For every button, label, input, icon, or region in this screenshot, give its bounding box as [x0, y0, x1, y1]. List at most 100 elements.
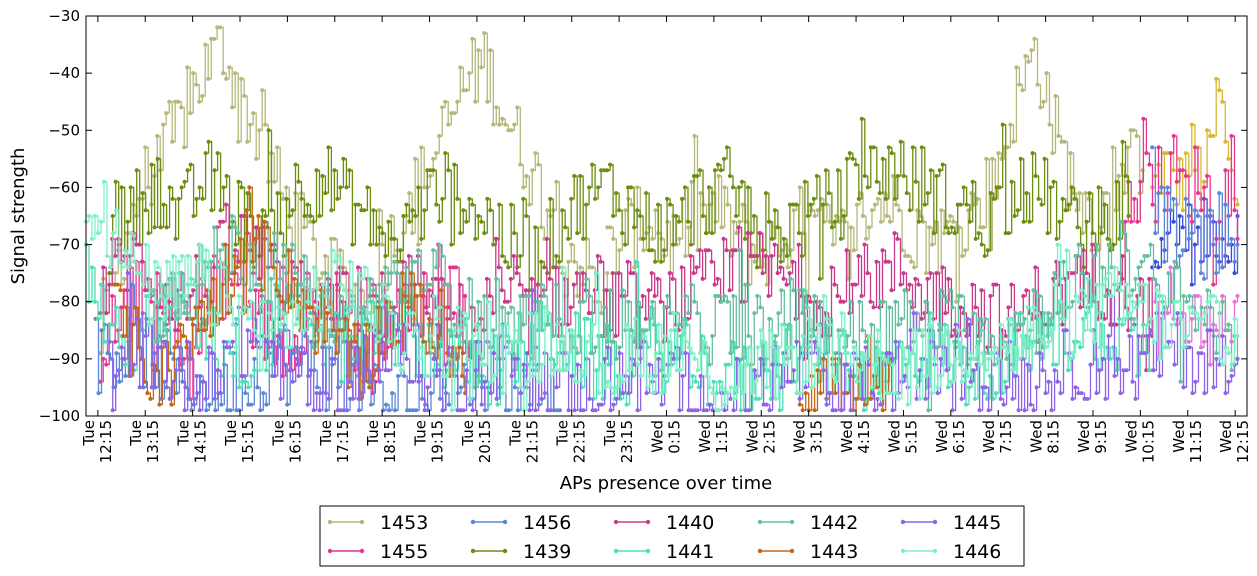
data-point — [956, 294, 961, 298]
data-point — [647, 374, 652, 378]
data-point — [332, 356, 337, 361]
data-point — [1187, 345, 1192, 350]
data-point — [1046, 339, 1051, 344]
data-point — [1001, 402, 1006, 407]
data-point — [269, 339, 274, 344]
data-point — [962, 328, 967, 333]
data-point — [1046, 379, 1051, 384]
legend-label: 1446 — [953, 541, 1001, 563]
data-point — [319, 288, 324, 293]
data-point — [427, 316, 432, 321]
data-point — [338, 248, 343, 253]
data-point — [407, 191, 412, 196]
data-point — [1116, 174, 1121, 178]
data-point — [419, 345, 424, 350]
data-point — [983, 368, 988, 373]
data-point — [788, 345, 793, 350]
data-point — [1157, 374, 1162, 378]
data-point — [683, 294, 688, 298]
data-point — [1010, 368, 1015, 373]
data-point — [206, 311, 211, 316]
data-point — [405, 408, 410, 413]
data-point — [587, 294, 592, 298]
x-tick-time: 5:15 — [902, 420, 920, 454]
data-point — [1052, 282, 1057, 287]
data-point — [569, 374, 574, 378]
data-point — [1034, 351, 1039, 356]
data-point — [262, 219, 267, 224]
data-point — [845, 362, 850, 367]
data-point — [428, 174, 433, 178]
data-point — [180, 254, 184, 258]
data-point — [416, 185, 421, 190]
data-point — [108, 356, 113, 361]
data-point — [1193, 328, 1198, 333]
data-point — [512, 328, 517, 333]
data-point — [1031, 288, 1036, 293]
data-point — [168, 305, 173, 310]
x-tick-day: Tue — [317, 420, 335, 447]
x-tick-time: 0:15 — [666, 420, 684, 454]
data-point — [763, 254, 768, 258]
data-point — [314, 168, 319, 173]
data-point — [416, 242, 421, 247]
data-point — [1193, 311, 1198, 316]
data-point — [979, 288, 984, 293]
data-point — [521, 408, 526, 413]
data-point — [491, 351, 496, 356]
data-point — [1100, 282, 1105, 287]
data-point — [494, 276, 499, 281]
data-point — [923, 396, 928, 401]
data-point — [348, 334, 353, 338]
data-point — [984, 156, 989, 161]
data-point — [506, 408, 511, 413]
data-point — [1180, 225, 1185, 230]
data-point — [704, 231, 708, 236]
data-point — [1049, 408, 1054, 413]
data-point — [434, 316, 439, 321]
data-point — [812, 339, 817, 344]
data-point — [830, 242, 835, 247]
data-point — [697, 248, 702, 253]
data-point — [359, 305, 364, 310]
data-point — [240, 379, 245, 384]
data-point — [437, 242, 442, 247]
data-point — [123, 362, 127, 367]
data-point — [1112, 374, 1117, 378]
data-point — [888, 219, 892, 224]
data-point — [833, 214, 838, 218]
data-point — [161, 122, 166, 127]
data-point — [962, 368, 967, 373]
data-point — [539, 259, 544, 264]
data-point — [907, 282, 912, 287]
data-point — [818, 351, 823, 356]
data-point — [486, 402, 491, 407]
data-point — [738, 408, 743, 413]
data-point — [1114, 322, 1119, 327]
data-point — [625, 259, 630, 264]
data-point — [464, 219, 469, 224]
data-point — [299, 328, 304, 333]
legend-marker — [645, 519, 651, 525]
data-point — [225, 408, 230, 413]
data-point — [1144, 151, 1149, 156]
data-point — [1174, 179, 1179, 184]
data-point — [803, 391, 808, 396]
data-point — [1202, 185, 1207, 190]
data-point — [608, 385, 613, 390]
data-point — [655, 276, 660, 281]
data-point — [716, 174, 721, 178]
data-point — [746, 345, 751, 350]
data-point — [326, 288, 331, 293]
x-tick-label: Tue 21:15 — [506, 420, 541, 463]
data-point — [1142, 282, 1147, 287]
data-point — [247, 185, 252, 190]
data-point — [761, 339, 766, 344]
data-point — [1114, 179, 1119, 184]
data-point — [869, 385, 874, 390]
data-point — [497, 122, 502, 127]
data-point — [479, 65, 484, 70]
data-point — [791, 345, 796, 350]
data-point — [129, 231, 133, 236]
data-point — [723, 362, 728, 367]
